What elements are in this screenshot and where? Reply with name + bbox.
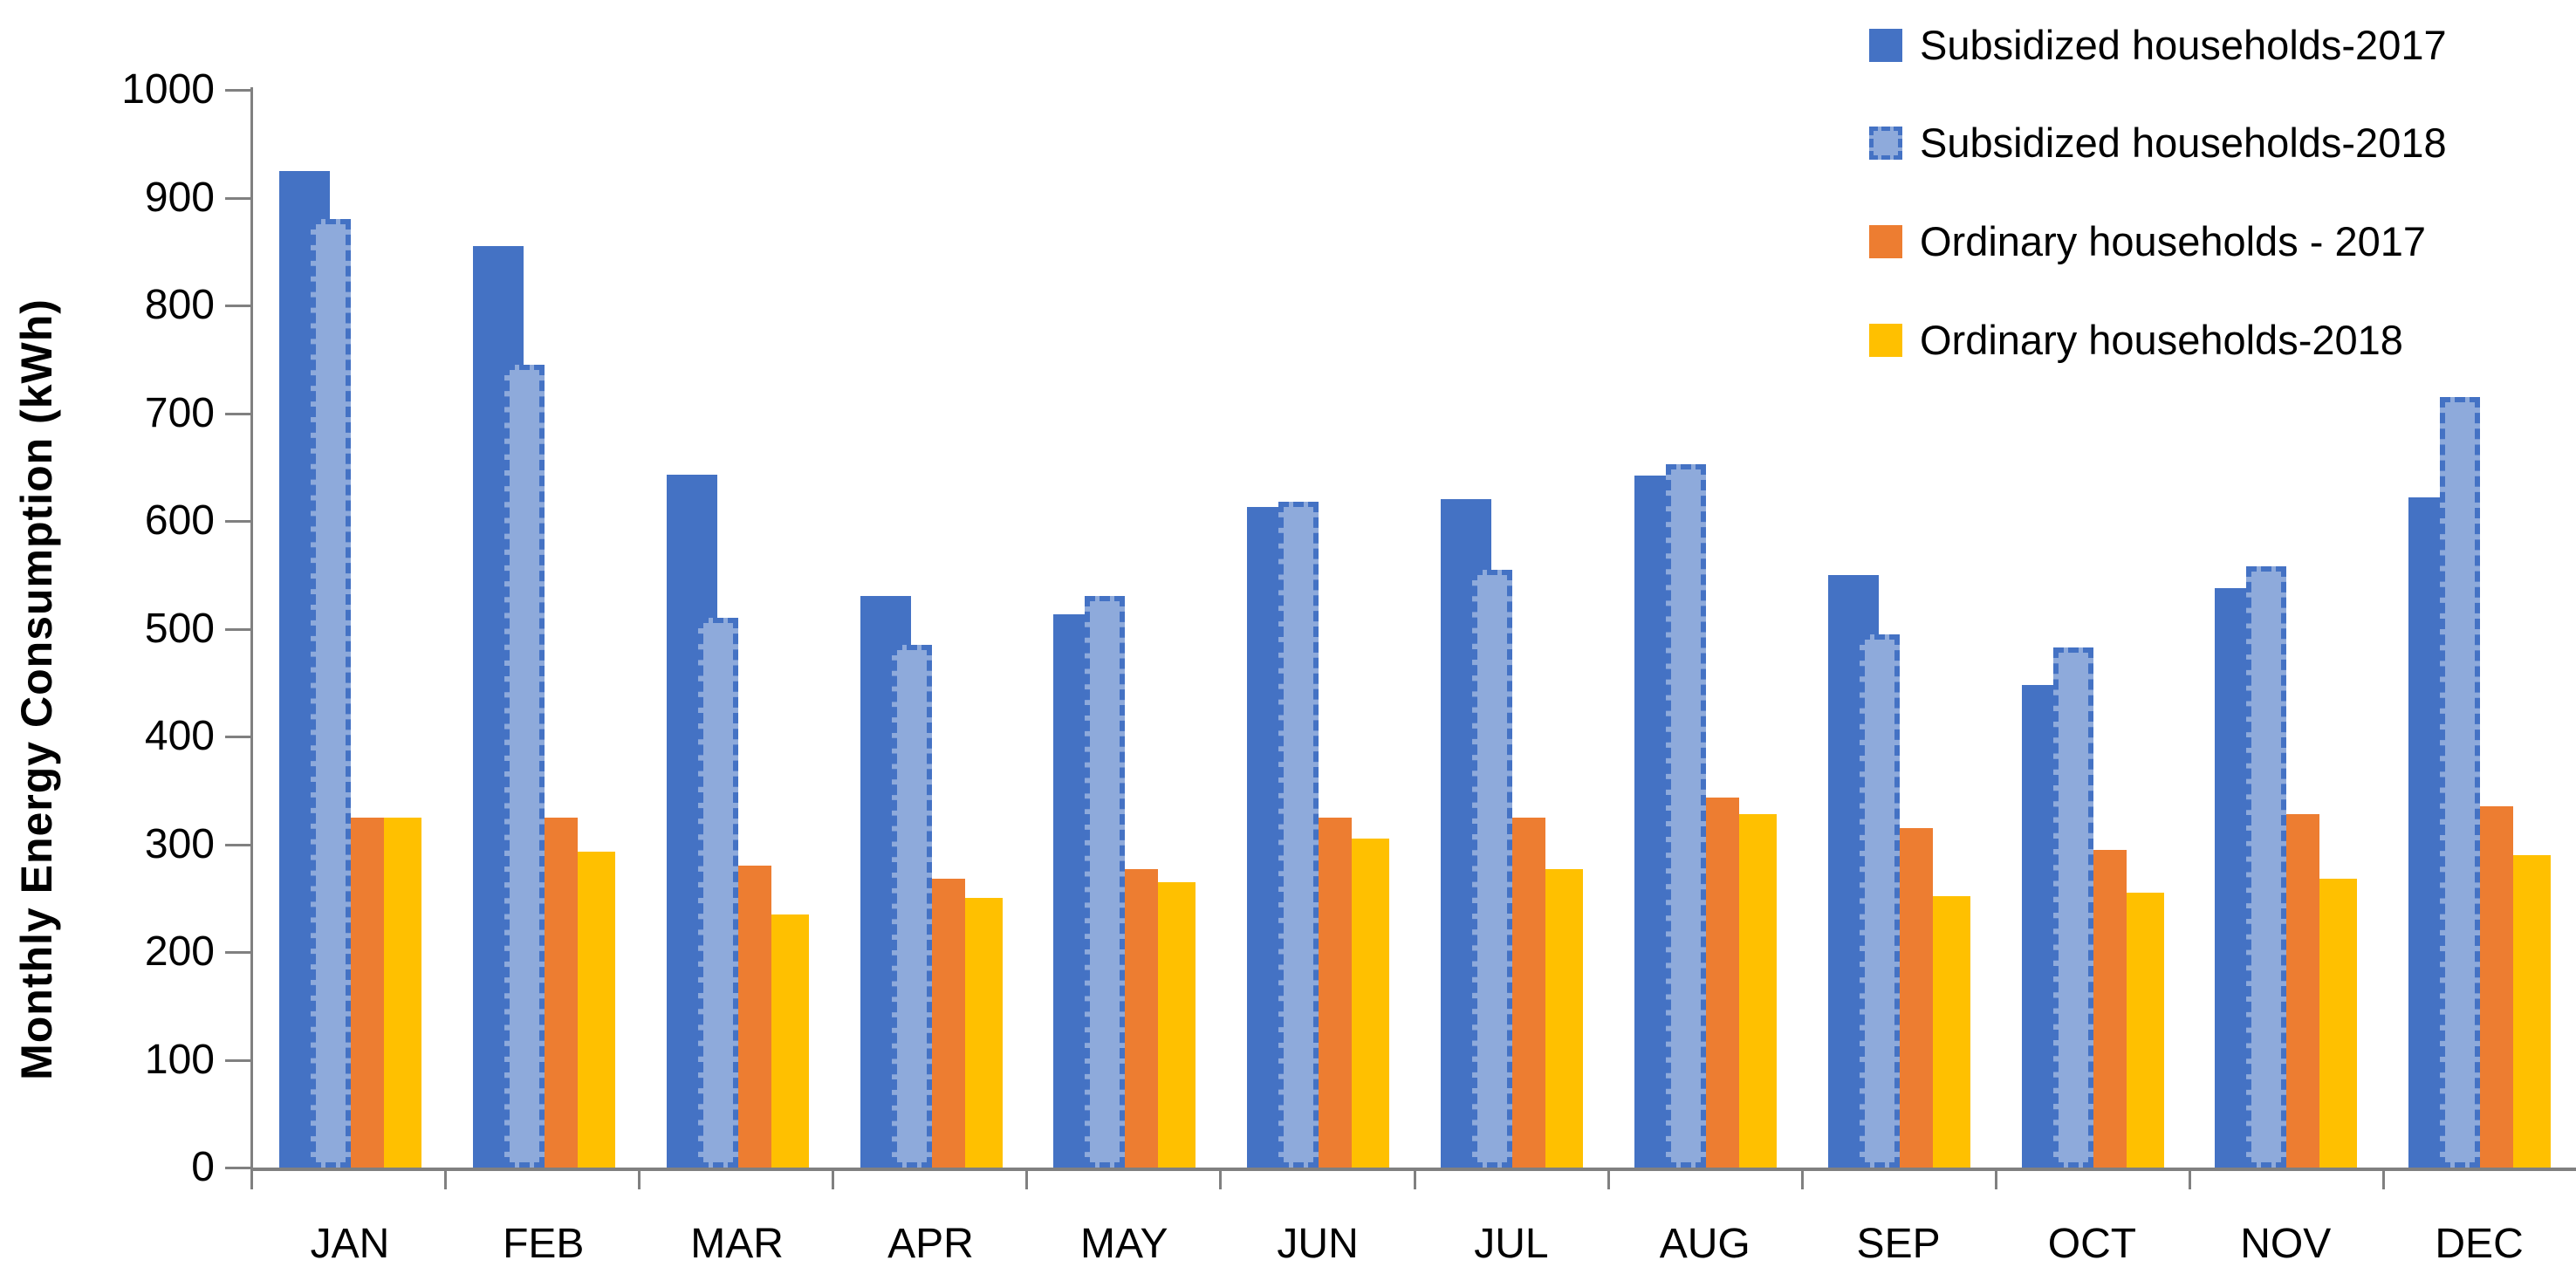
x-tick-mark — [1413, 1171, 1416, 1189]
x-tick-mark — [1025, 1171, 1029, 1189]
y-tick-label: 900 — [144, 174, 215, 221]
y-axis-line — [250, 87, 253, 1170]
bar — [929, 879, 965, 1168]
bar — [2319, 879, 2358, 1168]
legend-label: Ordinary households-2018 — [1920, 317, 2403, 363]
y-tick-mark — [225, 305, 250, 307]
bar — [1123, 868, 1159, 1168]
legend-item: Ordinary households - 2017 — [1869, 219, 2426, 264]
bar — [1472, 569, 1512, 1168]
bar — [311, 219, 351, 1168]
y-tick-label: 600 — [144, 497, 215, 544]
bar — [1352, 839, 1390, 1168]
bar — [964, 898, 1003, 1168]
x-tick-mark — [1607, 1171, 1610, 1189]
y-tick-label: 1000 — [121, 66, 215, 113]
y-tick-label: 100 — [144, 1036, 215, 1083]
y-tick-mark — [225, 951, 250, 954]
bar — [1703, 798, 1739, 1168]
y-tick-mark — [225, 412, 250, 415]
legend-label: Subsidized households-2017 — [1920, 22, 2447, 68]
x-category-label: NOV — [2240, 1221, 2332, 1267]
x-category-label: DEC — [2435, 1221, 2524, 1267]
y-tick-mark — [225, 1167, 250, 1169]
x-tick-mark — [1800, 1171, 1804, 1189]
y-tick-label: 700 — [144, 389, 215, 436]
bar — [2052, 647, 2093, 1168]
bar — [1278, 501, 1319, 1168]
x-tick-mark — [638, 1171, 641, 1189]
legend-item: Subsidized households-2017 — [1869, 23, 2447, 68]
legend-item: Ordinary households-2018 — [1869, 318, 2403, 363]
bar — [2440, 396, 2481, 1168]
bar — [2513, 854, 2552, 1168]
x-category-label: JAN — [310, 1221, 390, 1267]
legend-swatch — [1869, 225, 1902, 258]
y-tick-label: 200 — [144, 928, 215, 975]
legend-label: Ordinary households - 2017 — [1920, 218, 2427, 264]
x-axis-line — [250, 1168, 2576, 1171]
bar — [2091, 849, 2127, 1168]
legend: Subsidized households-2017 Subsidized hou… — [1869, 0, 2576, 384]
x-tick-mark — [444, 1171, 448, 1189]
bar — [736, 866, 771, 1168]
y-tick-mark — [225, 520, 250, 523]
bar — [1085, 596, 1126, 1168]
y-tick-label: 500 — [144, 605, 215, 652]
bar — [1897, 827, 1933, 1168]
bar — [2285, 813, 2320, 1168]
bar — [1738, 813, 1777, 1168]
x-tick-mark — [1994, 1171, 1997, 1189]
bar — [384, 817, 421, 1168]
bar — [2126, 893, 2164, 1168]
legend-label: Subsidized households-2018 — [1920, 120, 2447, 166]
x-category-label: MAY — [1080, 1221, 1168, 1267]
bar — [771, 914, 809, 1168]
bar — [1158, 881, 1196, 1168]
bar — [542, 817, 578, 1168]
x-category-label: OCT — [2047, 1221, 2137, 1267]
bar — [1932, 895, 1970, 1168]
x-tick-mark — [1219, 1171, 1223, 1189]
bar — [2478, 806, 2514, 1168]
y-tick-mark — [225, 1058, 250, 1062]
y-tick-label: 300 — [144, 820, 215, 867]
legend-swatch — [1869, 29, 1902, 62]
x-category-label: MAR — [690, 1221, 784, 1267]
y-tick-mark — [225, 627, 250, 631]
x-category-label: FEB — [503, 1221, 585, 1267]
bar — [1511, 817, 1545, 1168]
y-tick-mark — [225, 89, 250, 92]
y-tick-label: 400 — [144, 713, 215, 759]
y-tick-label: 800 — [144, 282, 215, 328]
x-tick-mark — [2188, 1171, 2191, 1189]
x-tick-mark — [250, 1171, 253, 1189]
bar — [504, 364, 545, 1168]
x-category-label: JUN — [1277, 1221, 1359, 1267]
bar — [697, 618, 738, 1168]
bar — [1859, 634, 1900, 1168]
bar — [577, 852, 615, 1168]
bar — [1545, 868, 1583, 1168]
x-tick-mark — [2381, 1171, 2385, 1189]
x-category-label: AUG — [1659, 1221, 1750, 1267]
legend-swatch — [1869, 127, 1902, 160]
legend-swatch — [1869, 324, 1902, 357]
y-tick-label: 0 — [191, 1144, 215, 1190]
x-tick-mark — [832, 1171, 835, 1189]
y-tick-mark — [225, 843, 250, 846]
bar — [1665, 463, 1706, 1168]
bar — [1317, 817, 1353, 1168]
legend-item: Subsidized households-2018 — [1869, 120, 2447, 166]
y-tick-mark — [225, 736, 250, 738]
x-category-label: SEP — [1856, 1221, 1941, 1267]
bar — [349, 817, 384, 1168]
bar — [891, 645, 932, 1168]
y-tick-mark — [225, 196, 250, 200]
bar — [2246, 565, 2287, 1168]
x-category-label: JUL — [1474, 1221, 1549, 1267]
x-category-label: APR — [887, 1221, 974, 1267]
